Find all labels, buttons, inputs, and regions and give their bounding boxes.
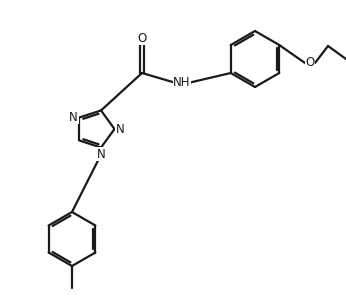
Text: N: N <box>97 147 105 160</box>
Text: N: N <box>116 123 125 136</box>
Text: O: O <box>306 57 315 70</box>
Text: O: O <box>137 32 147 45</box>
Text: NH: NH <box>173 76 191 89</box>
Text: N: N <box>69 110 78 123</box>
